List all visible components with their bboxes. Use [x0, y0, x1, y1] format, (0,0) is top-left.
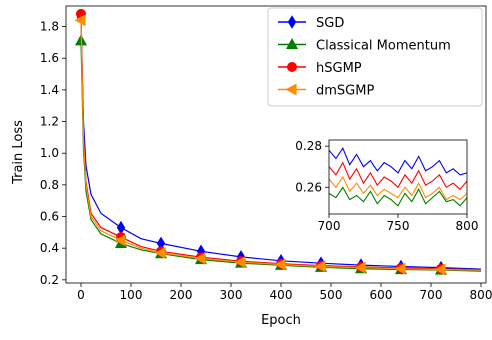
inset-x-tick-label: 800	[456, 219, 479, 233]
inset-series-line	[328, 175, 468, 201]
inset-y-tick-label: 0.28	[295, 139, 322, 153]
y-tick-label: 1.2	[40, 115, 59, 129]
series-marker	[287, 15, 297, 29]
series-line	[80, 40, 482, 272]
main-axes: 0 100 200 300 400 500 600 700 800 0.2 0.4 0.6 0.8 1.0…	[40, 5, 492, 302]
series-marker	[154, 246, 166, 259]
x-tick-label: 400	[270, 288, 293, 302]
y-tick-label: 1.4	[40, 83, 59, 97]
series-marker	[234, 256, 246, 269]
series-marker	[116, 220, 126, 235]
series-marker	[274, 258, 286, 271]
inset-x-tick-label: 700	[318, 219, 341, 233]
y-axis-label: Train Loss	[11, 120, 26, 185]
series-dmsgmp	[74, 14, 482, 276]
series-marker	[74, 14, 86, 27]
series-marker	[194, 252, 206, 265]
series-line	[80, 17, 482, 270]
legend-entry: dmSGMP	[278, 83, 374, 99]
legend-box	[267, 7, 483, 107]
x-tick-label: 200	[170, 288, 193, 302]
x-tick-label: 500	[320, 288, 343, 302]
series-marker	[287, 62, 297, 72]
main-plot-area	[74, 8, 482, 276]
series-marker	[394, 262, 406, 275]
inset-series-line	[328, 186, 468, 207]
series-marker	[285, 38, 299, 50]
inset-plot: 700 750 800 0.26 0.28	[295, 139, 478, 233]
y-tick-label: 1.8	[40, 20, 59, 34]
x-tick-label: 600	[370, 288, 393, 302]
legend-label: hSGMP	[316, 61, 362, 76]
x-tick-label: 0	[77, 288, 85, 302]
y-tick-label: 0.2	[40, 273, 59, 287]
x-tick-label: 700	[420, 288, 443, 302]
x-axis-label: Epoch	[261, 313, 301, 328]
x-tick-label: 800	[470, 288, 492, 302]
series-marker	[354, 261, 366, 274]
inset-background	[329, 140, 467, 214]
legend: SGD Classical Momentum hSGMP dmSGMP	[267, 7, 483, 107]
y-tick-label: 0.4	[40, 241, 59, 255]
legend-entry: Classical Momentum	[278, 38, 451, 54]
inset-y-tick-label: 0.26	[295, 180, 322, 194]
y-tick-label: 1.6	[40, 51, 59, 65]
x-tick-label: 300	[220, 288, 243, 302]
y-tick-label: 0.8	[40, 178, 59, 192]
y-tick-label: 1.0	[40, 146, 59, 160]
inset-x-tick-label: 750	[387, 219, 410, 233]
y-tick-label: 0.6	[40, 210, 59, 224]
x-tick-label: 100	[120, 288, 143, 302]
series-line	[80, 20, 482, 271]
series-marker	[314, 260, 326, 273]
legend-entry: hSGMP	[278, 61, 362, 76]
series-marker	[285, 83, 297, 96]
legend-label: Classical Momentum	[316, 39, 451, 54]
series-marker	[434, 263, 446, 276]
series-marker	[114, 234, 126, 247]
legend-label: dmSGMP	[316, 84, 374, 99]
legend-label: SGD	[316, 16, 344, 31]
plot-frame	[65, 5, 487, 284]
legend-entry: SGD	[278, 15, 344, 31]
inset-series-line	[328, 161, 468, 191]
inset-series-line	[328, 147, 468, 176]
